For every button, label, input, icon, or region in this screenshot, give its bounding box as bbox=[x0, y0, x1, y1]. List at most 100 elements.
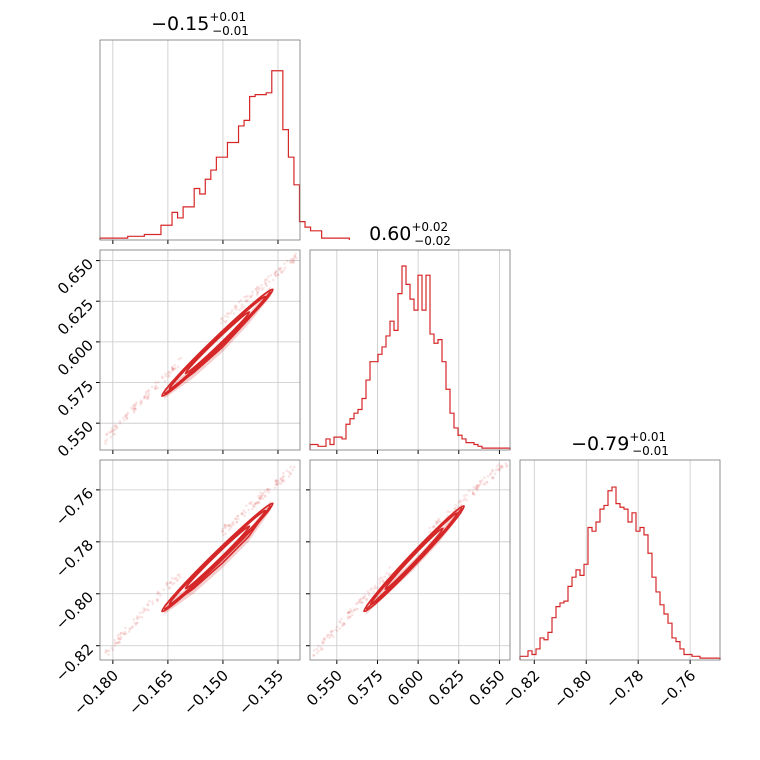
scatter-point-0-30 bbox=[147, 388, 150, 392]
scatter-point-1-77 bbox=[228, 528, 231, 532]
scatter-point-0-2 bbox=[143, 396, 147, 399]
scatter-point-0-20 bbox=[291, 257, 294, 261]
scatter-point-1-121 bbox=[252, 505, 256, 509]
scatter-point-0-168 bbox=[232, 312, 236, 315]
scatter-point-2-150 bbox=[471, 491, 475, 495]
scatter-point-2-13 bbox=[498, 467, 501, 471]
scatter-point-1-84 bbox=[258, 496, 262, 500]
scatter-point-2-30 bbox=[491, 468, 494, 472]
scatter-point-2-119 bbox=[348, 615, 352, 619]
scatter-point-1-126 bbox=[173, 581, 176, 585]
scatter-point-0-12 bbox=[177, 357, 181, 361]
scatter-point-2-46 bbox=[340, 617, 343, 621]
scatter-point-0-74 bbox=[226, 312, 229, 315]
scatter-point-0-127 bbox=[154, 387, 157, 390]
scatter-point-0-136 bbox=[145, 397, 149, 400]
scatter-point-0-114 bbox=[154, 381, 157, 384]
scatter-point-2-142 bbox=[476, 485, 480, 488]
scatter-point-2-80 bbox=[366, 590, 370, 593]
y-tick-label-1-1: 0.575 bbox=[54, 377, 97, 420]
scatter-point-0-128 bbox=[171, 367, 175, 371]
title-median-0: −0.15 bbox=[151, 13, 209, 35]
scatter-point-1-130 bbox=[261, 497, 265, 500]
scatter-point-0-100 bbox=[154, 386, 158, 389]
scatter-point-1-38 bbox=[255, 501, 259, 505]
scatter-point-2-33 bbox=[323, 637, 326, 640]
scatter-point-1-50 bbox=[227, 523, 231, 527]
scatter-point-2-63 bbox=[465, 493, 468, 497]
scatter-point-0-72 bbox=[280, 271, 283, 274]
scatter-point-0-164 bbox=[134, 407, 137, 411]
scatter-point-1-164 bbox=[261, 491, 265, 495]
scatter-point-1-119 bbox=[228, 523, 232, 527]
scatter-point-1-92 bbox=[287, 470, 291, 474]
scatter-point-1-28 bbox=[277, 480, 281, 483]
scatter-point-0-3 bbox=[125, 413, 129, 416]
scatter-point-1-48 bbox=[119, 637, 122, 640]
scatter-point-1-29 bbox=[244, 504, 248, 507]
x-tick-label-0-0: −0.180 bbox=[70, 666, 122, 718]
scatter-point-0-173 bbox=[263, 280, 267, 283]
x-tick-label-1-1: 0.575 bbox=[344, 666, 387, 709]
scatter-point-1-137 bbox=[120, 631, 123, 635]
scatter-point-2-44 bbox=[492, 476, 495, 479]
scatter-point-1-27 bbox=[259, 496, 263, 500]
x-tick-label-0-2: −0.150 bbox=[180, 666, 232, 718]
scatter-point-0-119 bbox=[278, 267, 281, 271]
scatter-point-1-23 bbox=[177, 573, 181, 576]
scatter-point-0-124 bbox=[179, 356, 183, 360]
scatter-point-0-91 bbox=[292, 261, 295, 265]
scatter-point-2-8 bbox=[347, 610, 350, 614]
scatter-point-0-163 bbox=[139, 402, 142, 406]
scatter-point-1-144 bbox=[234, 517, 238, 521]
scatter-point-1-118 bbox=[145, 608, 149, 611]
scatter-point-2-107 bbox=[322, 638, 326, 642]
contour-2-0 bbox=[363, 505, 465, 613]
scatter-point-1-65 bbox=[289, 471, 292, 475]
scatter-point-2-48 bbox=[473, 493, 476, 496]
scatter-point-0-87 bbox=[113, 425, 116, 428]
scatter-point-2-162 bbox=[348, 611, 351, 614]
contour-0-2 bbox=[184, 310, 251, 375]
scatter-point-0-76 bbox=[119, 421, 122, 425]
title-plus-1: +0.02 bbox=[411, 220, 448, 234]
scatter-point-0-19 bbox=[170, 366, 174, 370]
scatter-point-2-67 bbox=[385, 571, 389, 575]
y-tick-label-2-0: −0.82 bbox=[52, 640, 97, 685]
scatter-point-1-41 bbox=[275, 480, 279, 484]
scatter-point-2-47 bbox=[378, 582, 381, 585]
scatter-point-1-138 bbox=[282, 474, 285, 478]
x-tick-label-1-2: 0.600 bbox=[384, 666, 427, 709]
scatter-point-1-158 bbox=[274, 478, 278, 482]
scatter-point-1-152 bbox=[235, 520, 239, 524]
scatter-point-0-48 bbox=[166, 371, 170, 375]
scatter-point-0-123 bbox=[240, 306, 243, 310]
scatter-point-0-29 bbox=[293, 254, 297, 258]
scatter-point-0-21 bbox=[257, 288, 261, 291]
scatter-point-0-57 bbox=[160, 375, 164, 379]
scatter-point-1-143 bbox=[249, 502, 252, 506]
scatter-point-0-125 bbox=[277, 267, 281, 271]
scatter-point-0-67 bbox=[273, 273, 277, 277]
scatter-point-1-21 bbox=[253, 502, 257, 506]
scatter-point-2-19 bbox=[312, 653, 316, 657]
scatter-point-2-92 bbox=[448, 510, 451, 514]
scatter-point-0-102 bbox=[256, 286, 260, 290]
scatter-point-1-73 bbox=[223, 526, 227, 530]
scatter-point-1-153 bbox=[281, 471, 285, 475]
scatter-point-2-88 bbox=[359, 597, 363, 601]
y-tick-label-1-4: 0.650 bbox=[54, 255, 97, 298]
scatter-point-0-118 bbox=[283, 266, 287, 270]
scatter-point-0-49 bbox=[235, 308, 238, 311]
scatter-point-2-42 bbox=[332, 635, 335, 638]
scatter-point-2-35 bbox=[325, 635, 329, 639]
scatter-point-1-2 bbox=[110, 646, 113, 650]
scatter-point-1-157 bbox=[224, 532, 227, 535]
scatter-point-2-53 bbox=[477, 483, 480, 487]
x-tick-label-0-1: −0.165 bbox=[125, 666, 177, 718]
scatter-point-0-86 bbox=[123, 414, 127, 417]
scatter-point-2-154 bbox=[439, 520, 442, 524]
scatter-point-2-60 bbox=[479, 480, 482, 484]
scatter-point-1-33 bbox=[170, 580, 173, 584]
